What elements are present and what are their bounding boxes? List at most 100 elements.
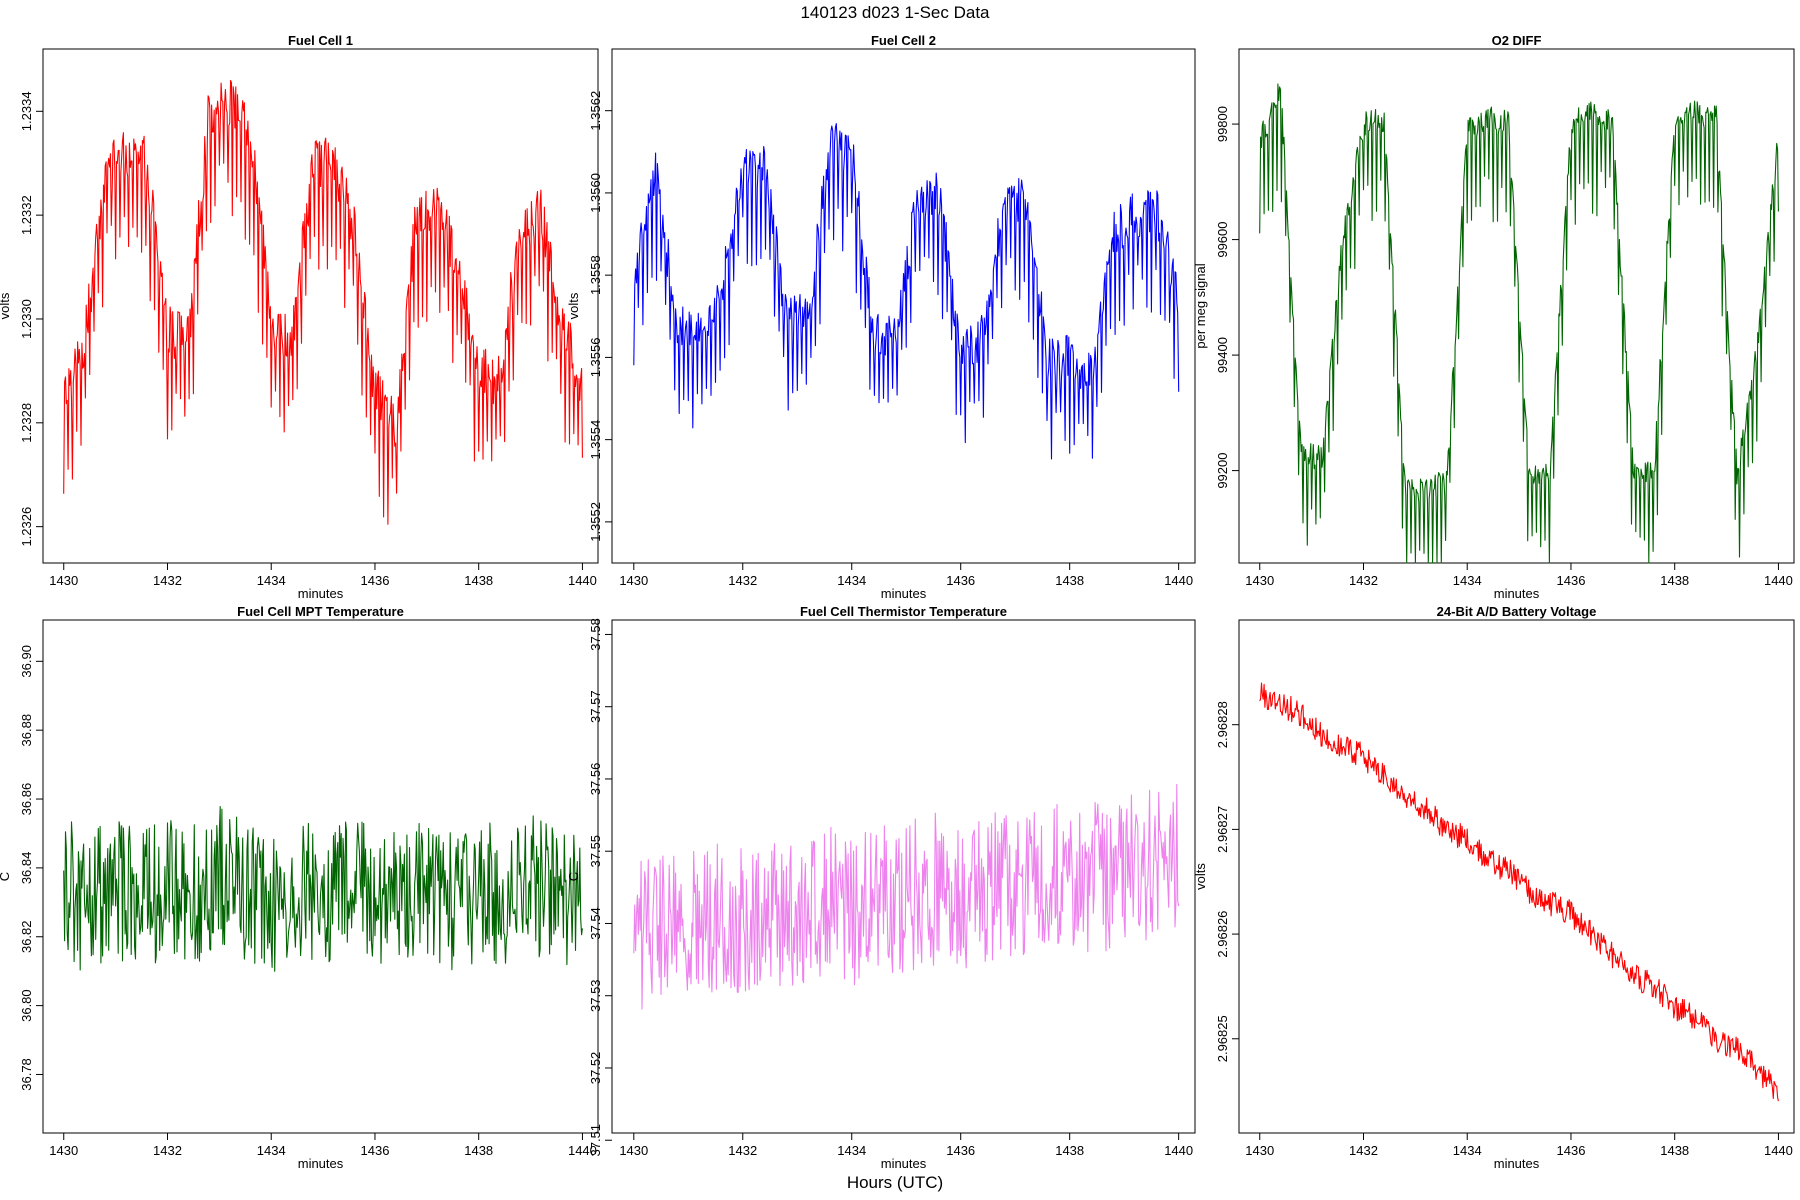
panel-title: Fuel Cell Thermistor Temperature xyxy=(800,604,1007,619)
x-tick-label: 1434 xyxy=(837,573,866,588)
y-tick-label: 37.53 xyxy=(588,979,603,1012)
x-tick-label: 1434 xyxy=(1453,573,1482,588)
series-line xyxy=(633,123,1180,460)
x-tick-label: 1438 xyxy=(1055,1143,1084,1158)
y-tick-label: 37.52 xyxy=(588,1052,603,1085)
x-tick-label: 1438 xyxy=(464,573,493,588)
x-axis-label: minutes xyxy=(298,586,344,601)
x-tick-label: 1438 xyxy=(1660,573,1689,588)
x-tick-label: 1440 xyxy=(568,573,597,588)
x-tick-label: 1440 xyxy=(568,1143,597,1158)
y-tick-label: 1.3554 xyxy=(588,420,603,460)
y-tick-label: 36.84 xyxy=(19,852,34,885)
plot-frame xyxy=(611,48,1196,564)
x-tick-label: 1430 xyxy=(619,1143,648,1158)
x-tick-label: 1438 xyxy=(1660,1143,1689,1158)
x-tick-label: 1432 xyxy=(1349,1143,1378,1158)
x-tick-label: 1432 xyxy=(153,573,182,588)
y-tick-label: 37.58 xyxy=(588,618,603,651)
y-tick-label: 1.2326 xyxy=(19,507,34,547)
plot-frame xyxy=(42,48,599,564)
x-tick-label: 1440 xyxy=(1164,573,1193,588)
y-tick-label: 2.96828 xyxy=(1215,701,1230,748)
y-tick-label: 2.96826 xyxy=(1215,911,1230,958)
x-tick-label: 1436 xyxy=(1557,573,1586,588)
y-tick-label: 99600 xyxy=(1215,222,1230,258)
y-tick-label: 99800 xyxy=(1215,106,1230,142)
series-line xyxy=(1259,682,1779,1102)
y-tick-label: 2.96827 xyxy=(1215,806,1230,853)
y-tick-label: 1.3558 xyxy=(588,255,603,295)
x-tick-label: 1430 xyxy=(49,1143,78,1158)
panels-group: Fuel Cell 1 1430 1432 1434 1436 1438 1440 1.232… xyxy=(0,33,1795,1171)
panel-title: Fuel Cell MPT Temperature xyxy=(237,604,404,619)
y-tick-label: 1.3556 xyxy=(588,338,603,378)
x-tick-label: 1432 xyxy=(1349,573,1378,588)
panel-3: O2 DIFF 1430 1432 1434 1436 1438 1440 99200 9940… xyxy=(1193,33,1795,601)
x-tick-label: 1436 xyxy=(946,1143,975,1158)
panel-title: 24-Bit A/D Battery Voltage xyxy=(1437,604,1597,619)
y-axis-label: volts xyxy=(0,292,12,319)
y-tick-label: 36.88 xyxy=(19,714,34,747)
series-line xyxy=(63,805,583,972)
y-tick-label: 36.82 xyxy=(19,920,34,953)
y-tick-label: 1.3562 xyxy=(588,91,603,131)
series-line xyxy=(633,783,1180,1010)
panel-5: Fuel Cell Thermistor Temperature 1430 1432… xyxy=(566,604,1196,1171)
x-tick-label: 1438 xyxy=(464,1143,493,1158)
y-axis-label: per meg signal xyxy=(1193,263,1208,348)
y-axis-label: volts xyxy=(566,292,581,319)
y-tick-label: 1.2332 xyxy=(19,195,34,235)
panel-4: Fuel Cell MPT Temperature 1430 1432 1434 143… xyxy=(0,604,599,1171)
x-tick-label: 1436 xyxy=(946,573,975,588)
plot-frame xyxy=(1238,619,1795,1134)
y-tick-label: 1.2328 xyxy=(19,403,34,443)
x-axis-label: minutes xyxy=(881,1156,927,1171)
y-tick-label: 36.80 xyxy=(19,989,34,1022)
panel-title: Fuel Cell 1 xyxy=(288,33,353,48)
series-line xyxy=(1259,83,1779,564)
x-tick-label: 1430 xyxy=(619,573,648,588)
y-tick-label: 36.86 xyxy=(19,783,34,816)
y-tick-label: 99200 xyxy=(1215,453,1230,489)
x-tick-label: 1436 xyxy=(361,573,390,588)
x-tick-label: 1432 xyxy=(728,1143,757,1158)
plot-frame xyxy=(1238,48,1795,564)
x-axis-label: minutes xyxy=(298,1156,344,1171)
x-axis-label: minutes xyxy=(881,586,927,601)
x-tick-label: 1438 xyxy=(1055,573,1084,588)
x-tick-label: 1440 xyxy=(1164,1143,1193,1158)
y-tick-label: 37.57 xyxy=(588,690,603,723)
x-tick-label: 1432 xyxy=(153,1143,182,1158)
figure-xlabel: Hours (UTC) xyxy=(847,1173,943,1192)
panel-2: Fuel Cell 2 1430 1432 1434 1436 1438 1440 1.355… xyxy=(566,33,1196,601)
panel-title: Fuel Cell 2 xyxy=(871,33,936,48)
panel-title: O2 DIFF xyxy=(1492,33,1542,48)
y-tick-label: 1.3552 xyxy=(588,502,603,542)
plot-frame xyxy=(42,619,599,1134)
y-axis-label: volts xyxy=(1193,863,1208,890)
x-tick-label: 1440 xyxy=(1764,1143,1793,1158)
x-tick-label: 1432 xyxy=(728,573,757,588)
y-tick-label: 1.3560 xyxy=(588,173,603,213)
x-tick-label: 1434 xyxy=(837,1143,866,1158)
y-axis-label: C xyxy=(0,872,12,881)
x-tick-label: 1440 xyxy=(1764,573,1793,588)
x-tick-label: 1436 xyxy=(1557,1143,1586,1158)
y-tick-label: 36.78 xyxy=(19,1058,34,1091)
x-tick-label: 1430 xyxy=(1245,1143,1274,1158)
series-line xyxy=(63,79,583,525)
x-tick-label: 1436 xyxy=(361,1143,390,1158)
x-tick-label: 1434 xyxy=(1453,1143,1482,1158)
panel-6: 24-Bit A/D Battery Voltage 1430 1432 1434 14… xyxy=(1193,604,1795,1171)
x-axis-label: minutes xyxy=(1494,586,1540,601)
y-axis-label: C xyxy=(566,872,581,881)
y-tick-label: 99400 xyxy=(1215,337,1230,373)
y-tick-label: 2.96825 xyxy=(1215,1015,1230,1062)
x-tick-label: 1434 xyxy=(257,1143,286,1158)
panel-1: Fuel Cell 1 1430 1432 1434 1436 1438 1440 1.232… xyxy=(0,33,599,601)
y-tick-label: 37.56 xyxy=(588,763,603,796)
y-tick-label: 36.90 xyxy=(19,645,34,678)
y-tick-label: 37.55 xyxy=(588,835,603,868)
